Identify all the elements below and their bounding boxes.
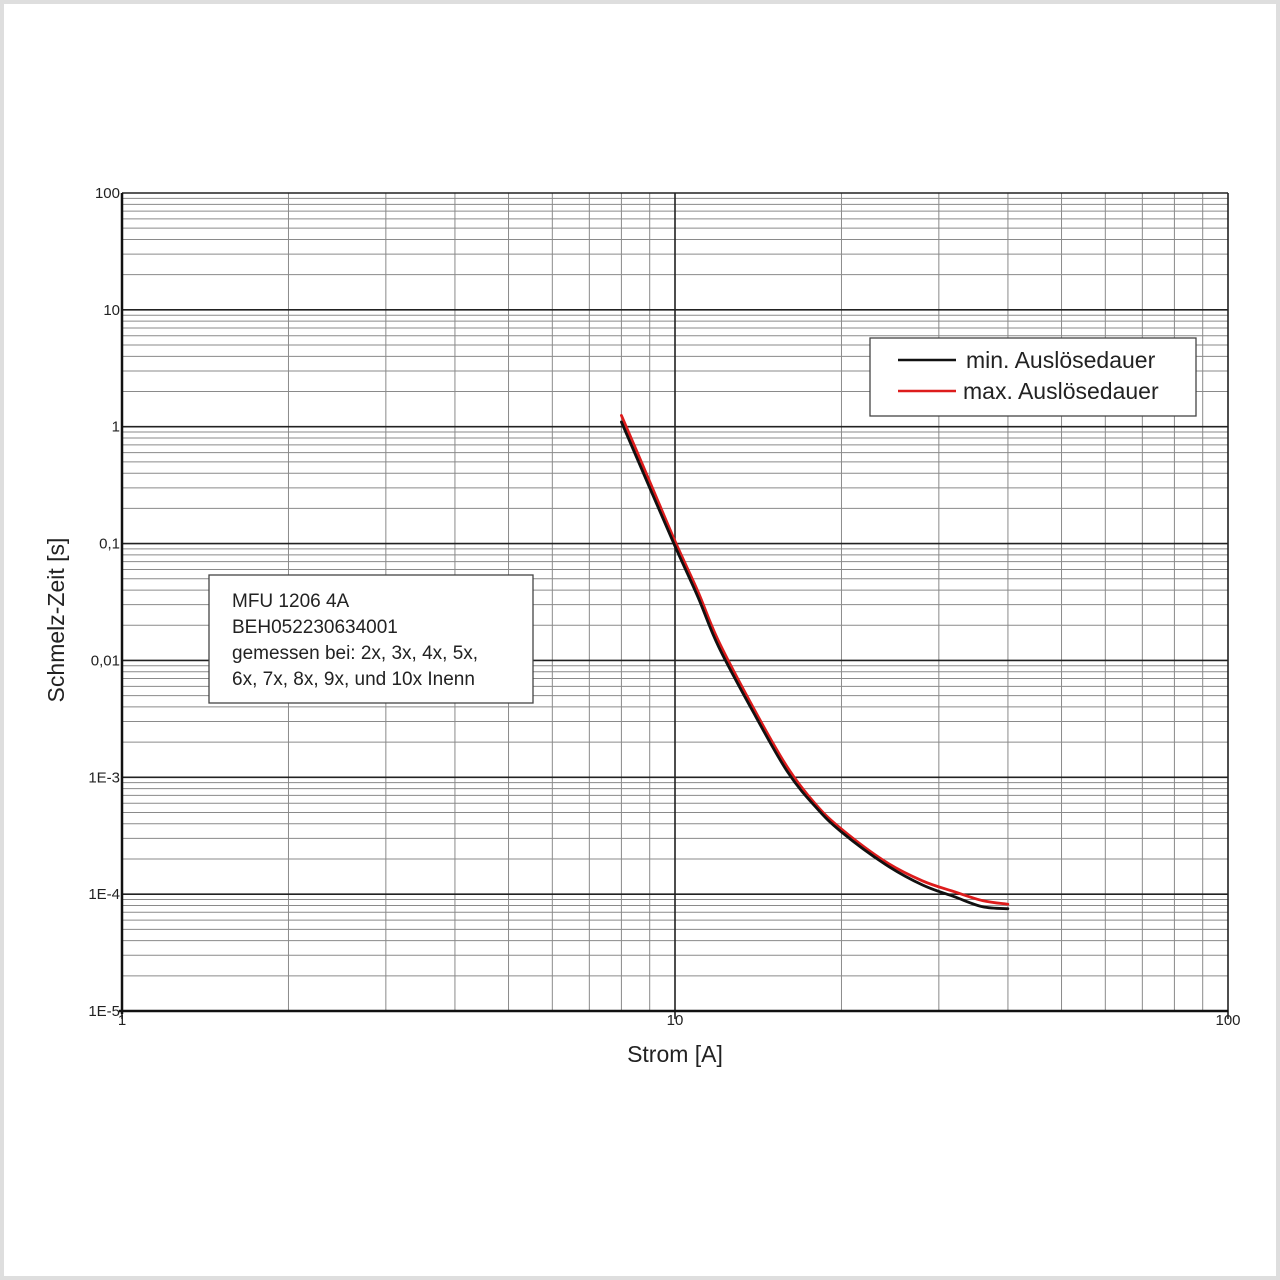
x-tick-label: 1 — [118, 1012, 126, 1029]
legend: min. Auslösedauer max. Auslösedauer — [869, 337, 1197, 417]
info-line-measured-2: 6x, 7x, 8x, 9x, und 10x Inenn — [232, 669, 475, 690]
y-axis-title: Schmelz-Zeit [s] — [43, 538, 69, 703]
info-line-product: MFU 1206 4A — [232, 591, 350, 612]
series-line-max — [620, 414, 1010, 906]
x-tick-label: 10 — [667, 1012, 684, 1029]
y-tick-label: 0,01 — [91, 652, 120, 669]
tick-labels: 1 10 100 100 10 1 0,1 0,01 1E-3 1E-4 1E-5 — [88, 185, 1240, 1029]
info-line-measured-1: gemessen bei: 2x, 3x, 4x, 5x, — [232, 643, 478, 664]
info-box: MFU 1206 4A BEH052230634001 gemessen bei… — [208, 574, 534, 704]
y-tick-label: 1E-4 — [88, 886, 120, 903]
y-tick-label: 1E-5 — [88, 1003, 120, 1020]
axes — [119, 193, 1229, 1019]
x-tick-label: 100 — [1215, 1012, 1240, 1029]
y-tick-label: 100 — [95, 185, 120, 202]
y-tick-label: 10 — [103, 302, 120, 319]
series-line-min — [620, 420, 1010, 911]
legend-label-min: min. Auslösedauer — [966, 347, 1156, 373]
legend-box — [869, 337, 1197, 417]
info-box-frame — [208, 574, 534, 704]
y-tick-label: 0,1 — [99, 536, 120, 553]
y-tick-label: 1 — [112, 419, 120, 436]
y-tick-label: 1E-3 — [88, 769, 120, 786]
legend-label-max: max. Auslösedauer — [963, 378, 1159, 404]
series-layer — [620, 414, 1010, 911]
x-axis-title: Strom [A] — [627, 1041, 723, 1067]
info-line-article: BEH052230634001 — [232, 617, 398, 638]
